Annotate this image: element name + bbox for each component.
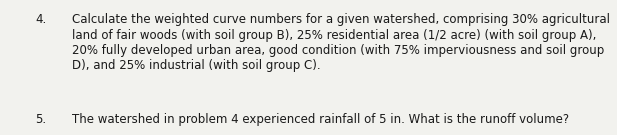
Text: D), and 25% industrial (with soil group C).: D), and 25% industrial (with soil group … xyxy=(72,60,321,72)
Text: The watershed in problem 4 experienced rainfall of 5 in. What is the runoff volu: The watershed in problem 4 experienced r… xyxy=(72,113,569,126)
Text: Calculate the weighted curve numbers for a given watershed, comprising 30% agric: Calculate the weighted curve numbers for… xyxy=(72,13,610,26)
Text: 20% fully developed urban area, good condition (with 75% imperviousness and soil: 20% fully developed urban area, good con… xyxy=(72,44,604,57)
Text: 4.: 4. xyxy=(35,13,46,26)
Text: land of fair woods (with soil group B), 25% residential area (1/2 acre) (with so: land of fair woods (with soil group B), … xyxy=(72,28,597,41)
Text: 5.: 5. xyxy=(35,113,46,126)
